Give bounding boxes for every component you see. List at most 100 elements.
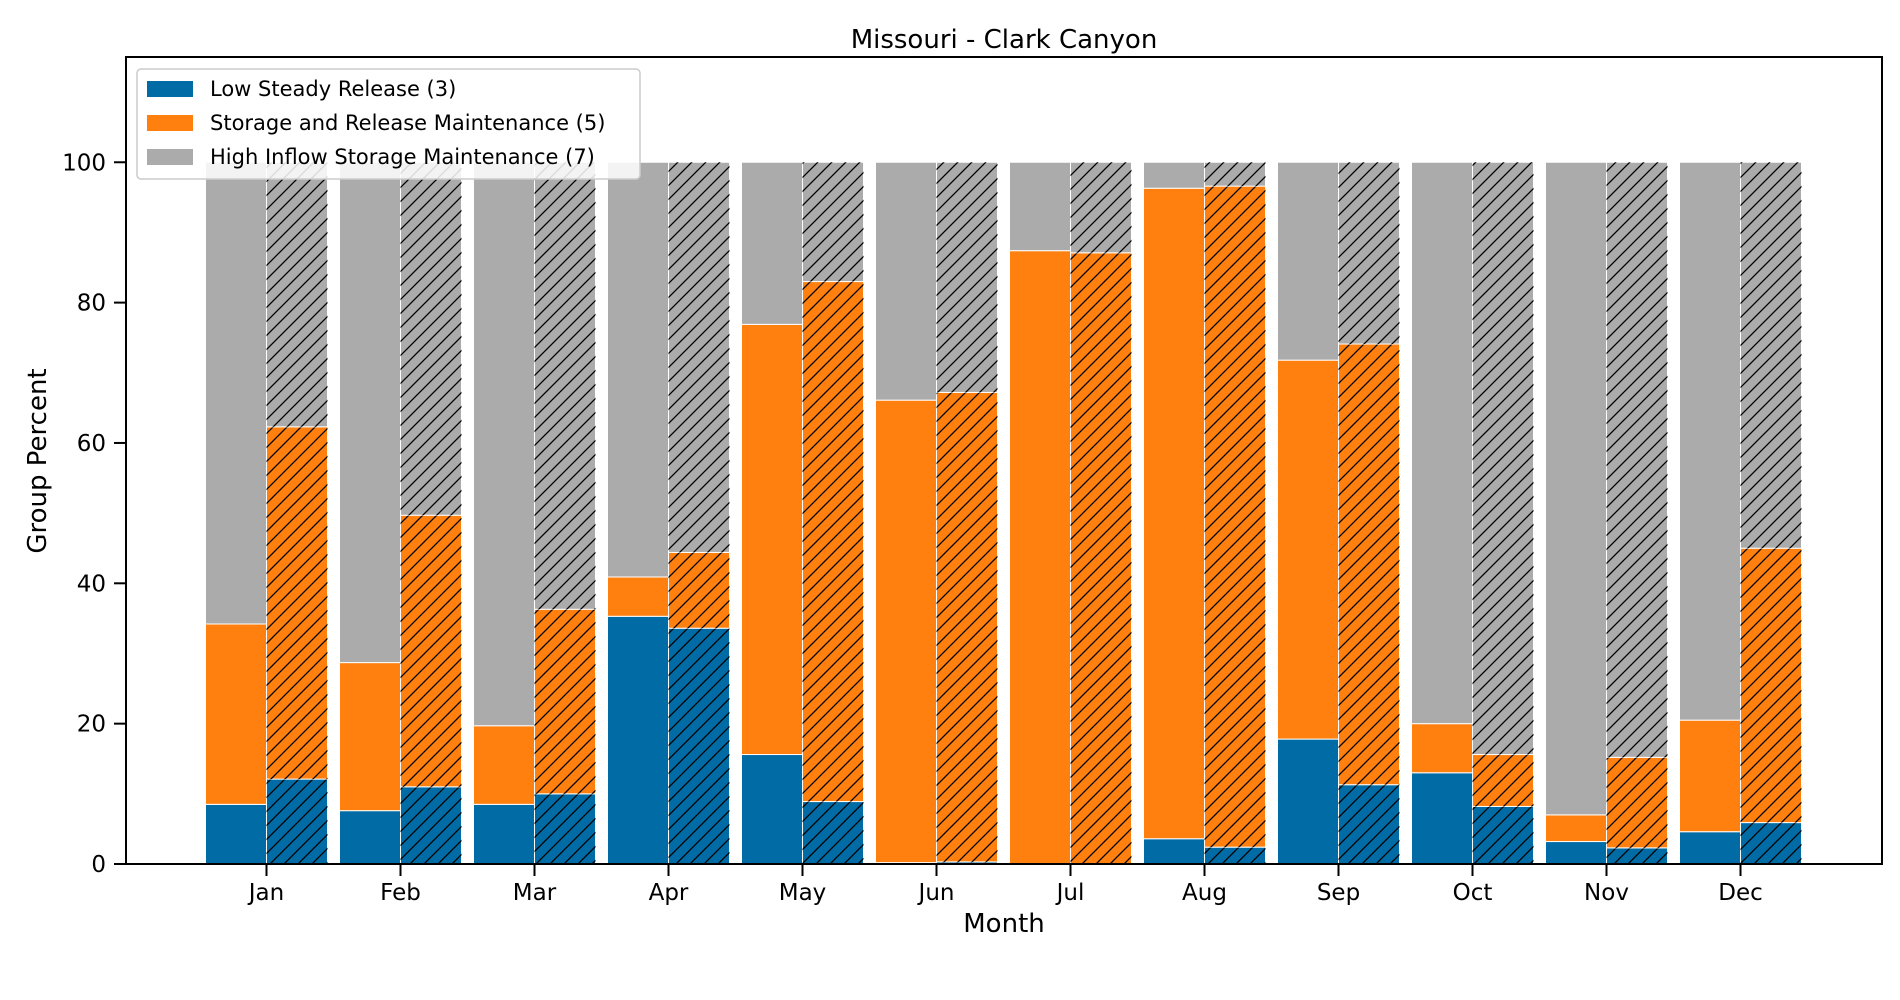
legend-box	[136, 68, 641, 180]
bar-jun-solid-series-2	[875, 399, 937, 864]
x-tick-label-jan: Jan	[247, 880, 284, 906]
bar-hatch-nov-series-1	[1606, 847, 1668, 864]
bar-hatch-jun-series-2	[936, 392, 998, 862]
bar-oct-solid-series-3	[1411, 161, 1473, 725]
bar-mar-solid-series-3	[473, 161, 535, 727]
bar-hatch-apr-series-3	[668, 162, 730, 553]
bar-dec-solid-series-3	[1679, 161, 1741, 721]
bar-jan-solid-series-3	[205, 161, 267, 625]
bar-hatch-mar-series-2	[534, 609, 596, 794]
bar-hatch-sep-series-2	[1338, 344, 1400, 785]
legend-swatch-series-1	[147, 81, 193, 97]
bar-hatch-jul-series-2	[1070, 252, 1132, 864]
legend-label-series-1: Low Steady Release (3)	[210, 77, 456, 101]
bar-aug-solid-series-3	[1143, 161, 1205, 189]
bar-hatch-sep-series-3	[1338, 162, 1400, 345]
bar-hatch-may-series-1	[802, 801, 864, 864]
bar-hatch-feb-series-2	[400, 515, 462, 787]
bar-hatch-sep-series-1	[1338, 784, 1400, 864]
y-tick-label: 40	[77, 571, 106, 597]
x-tick-label-sep: Sep	[1317, 880, 1360, 906]
bar-hatch-jan-series-2	[266, 426, 328, 780]
legend-swatch-series-2	[147, 115, 193, 131]
bar-jun-solid-series-3	[875, 161, 937, 401]
axes-layer: 0 20 40 60 80 100 Jan Feb Mar Apr May Jun Jul Aug Sep O…	[62, 56, 1883, 906]
bar-nov-solid-series-2	[1545, 814, 1607, 843]
bar-hatch-jun-series-1	[936, 861, 998, 864]
bar-hatch-dec-series-2	[1740, 548, 1802, 823]
x-tick-label-may: May	[779, 880, 827, 906]
bar-feb-solid-series-3	[339, 161, 401, 664]
bar-jan-solid-series-2	[205, 623, 267, 805]
bar-jul-solid-series-3	[1009, 161, 1071, 252]
bar-aug-solid-series-1	[1143, 838, 1205, 865]
chart-title: Missouri - Clark Canyon	[851, 25, 1158, 55]
y-tick-label: 60	[77, 431, 106, 457]
bar-hatch-may-series-3	[802, 162, 864, 282]
bar-hatch-may-series-2	[802, 281, 864, 802]
bar-may-solid-series-2	[741, 323, 803, 756]
bar-hatch-nov-series-2	[1606, 757, 1668, 848]
bar-hatch-aug-series-1	[1204, 847, 1266, 864]
bar-oct-solid-series-1	[1411, 772, 1473, 865]
x-tick-label-mar: Mar	[513, 880, 557, 906]
bar-hatch-mar-series-1	[534, 793, 596, 864]
bar-sep-solid-series-2	[1277, 359, 1339, 740]
bar-hatch-oct-series-3	[1472, 162, 1534, 755]
bar-hatch-jun-series-3	[936, 162, 998, 393]
bar-hatch-apr-series-1	[668, 628, 730, 864]
bar-nov-solid-series-1	[1545, 841, 1607, 865]
bar-oct-solid-series-2	[1411, 723, 1473, 774]
bar-hatch-oct-series-1	[1472, 806, 1534, 864]
x-tick-label-nov: Nov	[1584, 880, 1629, 906]
bar-hatch-dec-series-1	[1740, 822, 1802, 864]
bar-may-solid-series-3	[741, 161, 803, 325]
bar-hatch-aug-series-3	[1204, 162, 1266, 187]
y-tick-label: 0	[91, 852, 106, 878]
x-tick-label-aug: Aug	[1182, 880, 1227, 906]
bar-mar-solid-series-1	[473, 803, 535, 865]
bar-hatch-jan-series-3	[266, 162, 328, 427]
y-tick-label: 100	[62, 150, 106, 176]
x-tick-label-oct: Oct	[1453, 880, 1493, 906]
bar-sep-solid-series-3	[1277, 161, 1339, 361]
bar-apr-solid-series-1	[607, 615, 669, 865]
legend-label-series-2: Storage and Release Maintenance (5)	[210, 111, 605, 135]
bar-feb-solid-series-2	[339, 662, 401, 812]
bars-layer	[205, 161, 1802, 865]
bar-feb-solid-series-1	[339, 810, 401, 865]
x-tick-label-feb: Feb	[380, 880, 421, 906]
bar-apr-solid-series-3	[607, 161, 669, 578]
bar-jan-solid-series-1	[205, 803, 267, 865]
legend-label-series-3: High Inflow Storage Maintenance (7)	[210, 145, 595, 169]
bar-may-solid-series-1	[741, 754, 803, 865]
bar-apr-solid-series-2	[607, 576, 669, 617]
y-tick-label: 80	[77, 291, 106, 317]
bar-jul-solid-series-2	[1009, 250, 1071, 865]
legend-swatch-series-3	[147, 149, 193, 165]
bar-hatch-mar-series-3	[534, 162, 596, 610]
bar-mar-solid-series-2	[473, 725, 535, 805]
x-tick-label-jun: Jun	[917, 880, 955, 906]
y-axis-label: Group Percent	[23, 368, 53, 553]
plot-frame	[125, 56, 1883, 865]
x-tick-label-jul: Jul	[1055, 880, 1085, 906]
x-axis-label: Month	[963, 909, 1045, 939]
x-tick-label-dec: Dec	[1718, 880, 1763, 906]
x-tick-label-apr: Apr	[649, 880, 689, 906]
y-tick-label: 20	[77, 712, 106, 738]
legend: Low Steady Release (3) Storage and Releas…	[136, 68, 641, 180]
bar-aug-solid-series-2	[1143, 187, 1205, 840]
bar-hatch-oct-series-2	[1472, 754, 1534, 807]
bar-hatch-dec-series-3	[1740, 162, 1802, 549]
bar-sep-solid-series-1	[1277, 738, 1339, 865]
bar-dec-solid-series-2	[1679, 719, 1741, 833]
bar-hatch-jan-series-1	[266, 779, 328, 864]
bar-hatch-feb-series-1	[400, 786, 462, 864]
bar-hatch-aug-series-2	[1204, 186, 1266, 848]
bar-nov-solid-series-3	[1545, 161, 1607, 816]
bar-hatch-feb-series-3	[400, 162, 462, 516]
bar-dec-solid-series-1	[1679, 831, 1741, 865]
